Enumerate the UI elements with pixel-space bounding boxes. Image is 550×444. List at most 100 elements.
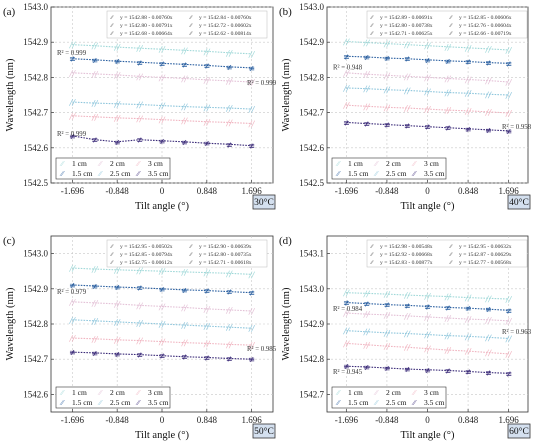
data-point: ∕∕ xyxy=(91,299,99,308)
y-tick-label: 1542.7 xyxy=(23,108,48,118)
data-point: ≢ xyxy=(343,118,350,127)
equation-text: y = 1542.80 - 0.00735x xyxy=(199,252,252,258)
data-point: ∕∕ xyxy=(136,266,144,275)
data-point: ∕∕ xyxy=(485,90,493,99)
legend-marker: ∕∕ xyxy=(373,398,379,407)
data-point: ∕∕ xyxy=(113,100,121,109)
y-tick-label: 1543.0 xyxy=(23,2,48,12)
legend-marker: ∕∕ xyxy=(59,388,65,397)
equation-legend-marker: ∕∕ xyxy=(110,15,114,21)
equation-text: y = 1542.89 - 0.00691x xyxy=(380,15,433,21)
equation-text: y = 1542.72 - 0.00602x xyxy=(199,23,252,29)
data-point: ∕∕ xyxy=(158,320,166,329)
data-point: ∕∕ xyxy=(363,70,371,79)
data-point: ∕∕ xyxy=(404,104,412,113)
data-point: ∕∕ xyxy=(248,324,256,333)
series-legend-box xyxy=(55,157,171,180)
data-point: ∕∕ xyxy=(424,331,432,340)
data-point: ≢ xyxy=(114,138,121,147)
temperature-label: 30°C xyxy=(254,197,274,208)
data-point: ∕∕ xyxy=(505,295,513,304)
legend-marker: ∕∕ xyxy=(97,388,103,397)
series-line-3-cm xyxy=(72,115,252,125)
data-point: ≢ xyxy=(203,353,210,362)
data-point: ∕∕ xyxy=(424,292,432,301)
data-point: ≢ xyxy=(465,125,472,134)
data-point: ≢ xyxy=(69,55,76,64)
data-point: ∕∕ xyxy=(203,305,211,314)
data-point: ∕∕ xyxy=(424,345,432,354)
y-tick-label: 1542.5 xyxy=(23,178,48,188)
data-point: ∕∕ xyxy=(181,74,189,83)
temperature-badge xyxy=(507,423,531,439)
data-point: ∕∕ xyxy=(444,346,452,355)
equation-text: y = 1542.98 - 0.00548x xyxy=(380,244,433,250)
equation-legend-marker: ∕∕ xyxy=(110,244,114,250)
y-tick-label: 1543.0 xyxy=(299,2,324,12)
data-point: ∕∕ xyxy=(91,335,99,344)
data-point: ≢ xyxy=(343,362,350,371)
data-point: ≢ xyxy=(181,353,188,362)
data-point: ∕∕ xyxy=(203,269,211,278)
data-point: ≢ xyxy=(363,363,370,372)
panel-b: -1.696 -0.848 0 0.848 1.696 1542.5 1542.6 1542.… xyxy=(279,2,532,212)
x-tick-label: 1.696 xyxy=(242,186,263,196)
x-tick-label: 0 xyxy=(160,186,165,196)
legend-marker: ∕∕ xyxy=(335,169,341,178)
data-point: ∕∕ xyxy=(343,289,351,298)
data-point: ∕∕ xyxy=(158,267,166,276)
data-point: ≢ xyxy=(248,64,255,73)
x-tick-label: -1.696 xyxy=(61,415,85,425)
data-point: ≢ xyxy=(424,366,431,375)
data-point: ∕∕ xyxy=(181,339,189,348)
y-tick-label: 1542.8 xyxy=(299,354,324,364)
y-axis-label: Wavelength (nm) xyxy=(281,58,292,131)
y-tick-label: 1542.7 xyxy=(299,108,324,118)
r-squared-label: R² = 0.999 xyxy=(247,80,277,87)
legend-marker: ∕∕ xyxy=(59,398,65,407)
data-point: ∕∕ xyxy=(248,341,256,350)
y-tick-label: 1542.6 xyxy=(23,389,48,399)
x-tick-label: 1.696 xyxy=(242,415,263,425)
r-squared-label: R² = 0.948 xyxy=(333,65,363,72)
data-point: ∕∕ xyxy=(158,338,166,347)
equation-text: y = 1542.80 - 0.00738x xyxy=(380,23,433,29)
data-point: ∕∕ xyxy=(464,76,472,85)
data-point: ∕∕ xyxy=(69,41,77,50)
data-point: ∕∕ xyxy=(158,102,166,111)
data-point: ∕∕ xyxy=(383,329,391,338)
equation-legend-marker: ∕∕ xyxy=(370,244,374,250)
data-point: ∕∕ xyxy=(248,105,256,114)
legend-label: 1 cm xyxy=(348,159,363,168)
data-point: ≢ xyxy=(226,354,233,363)
legend-marker: ∕∕ xyxy=(97,169,103,178)
panel-label: (a) xyxy=(3,6,16,18)
data-point: ∕∕ xyxy=(136,44,144,53)
data-point: ∕∕ xyxy=(485,316,493,325)
series-line-3-5-cm xyxy=(72,351,252,360)
data-point: ≢ xyxy=(384,301,391,310)
legend-label: 3 cm xyxy=(424,388,439,397)
legend-marker: ∕∕ xyxy=(135,169,141,178)
data-point: ≢ xyxy=(114,283,121,292)
legend-label: 1.5 cm xyxy=(348,398,369,407)
legend-marker: ∕∕ xyxy=(335,388,341,397)
equation-legend-box xyxy=(106,10,268,39)
data-point: ≢ xyxy=(136,58,143,67)
series-line-1-5-cm xyxy=(72,58,252,69)
data-point: ∕∕ xyxy=(464,107,472,116)
data-point: ≢ xyxy=(226,63,233,72)
x-tick-label: -0.848 xyxy=(375,415,399,425)
data-point: ∕∕ xyxy=(404,72,412,81)
data-point: ≢ xyxy=(226,140,233,149)
y-tick-label: 1542.9 xyxy=(299,319,324,329)
legend-label: 2.5 cm xyxy=(110,169,131,178)
equation-text: y = 1542.85 - 0.00606x xyxy=(459,15,512,21)
data-point: ≢ xyxy=(363,120,370,129)
equation-text: y = 1542.77 - 0.00568x xyxy=(459,260,512,266)
x-tick-label: -1.696 xyxy=(61,186,85,196)
temperature-label: 50°C xyxy=(254,426,274,437)
equation-legend-marker: ∕∕ xyxy=(189,252,193,258)
r-squared-label: R² = 0.945 xyxy=(333,369,363,376)
legend-label: 3 cm xyxy=(424,159,439,168)
